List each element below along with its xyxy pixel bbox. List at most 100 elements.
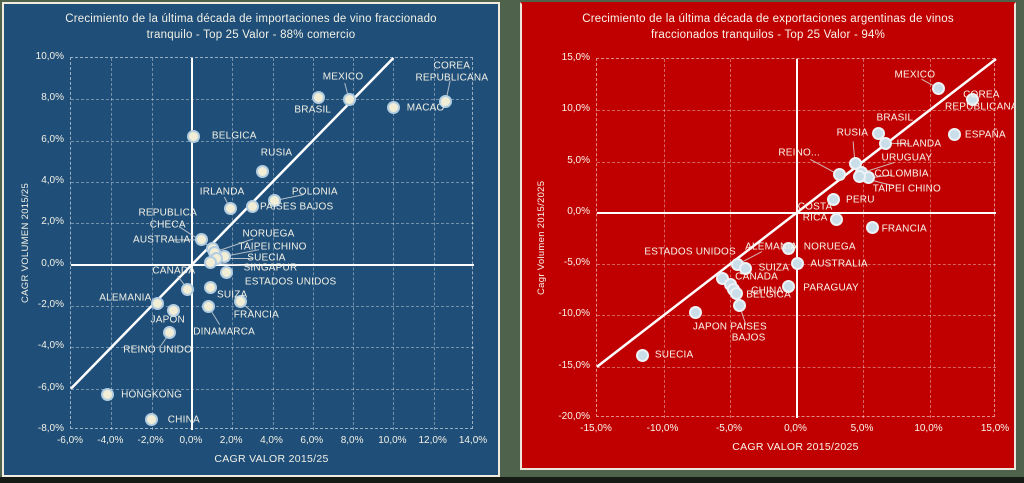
identity-diagonal-line [596,58,997,368]
x-axis-tick-label: 5,0% [850,423,874,434]
gridline-horizontal [71,140,474,142]
y-zero-axis-line [71,263,474,266]
y-axis-tick-label: -2,0% [37,299,64,310]
scatter-point-label: REINO UNIDO [123,344,193,356]
scatter-point [782,242,796,256]
gridline-vertical [663,59,665,418]
scatter-point-label: MACAO [406,101,445,113]
scatter-point-label: CHINA [751,285,784,297]
imports-x-axis-label: CAGR VALOR 2015/25 [214,453,329,465]
scatter-point [255,165,269,179]
scatter-point-label: NORUEGA [803,240,856,252]
imports-y-axis-label: CAGR VOLUMEN 2015/25 [20,182,31,304]
scatter-point-label: TAIPEI CHINO [872,183,942,195]
scatter-point [151,297,165,311]
scatter-point-label: PARAGUAY [803,281,859,293]
gridline-vertical [111,58,113,430]
gridline-vertical [929,59,931,418]
y-axis-tick-label: 6,0% [41,133,64,145]
scatter-point-label: MEXICO [322,70,364,82]
x-axis-tick-label: 10,0% [378,435,407,446]
scatter-point-label: CANADA [735,271,779,283]
scatter-point-label: AUSTRALIA [132,234,191,246]
scatter-point-label: TAIPEI CHINO [238,241,307,253]
scatter-point-label: COREA REPUBLICANA [415,60,489,84]
scatter-point [688,305,702,319]
scatter-point [832,168,846,182]
x-axis-tick-label: 15,0% [980,423,1010,434]
gridline-vertical [863,59,864,418]
x-axis-tick-label: -4,0% [97,435,124,446]
y-axis-tick-label: -5,0% [563,257,590,269]
scatter-point [865,220,879,234]
scatter-point-label: HONGKONG [121,389,183,401]
x-zero-axis-line [795,59,798,418]
gridline-vertical [232,58,234,430]
x-axis-tick-label: -10,0% [646,423,679,434]
scatter-point-label: COREA REPUBLICANA [944,89,1016,113]
scatter-point [791,256,805,270]
scatter-point [879,136,893,150]
exports-x-axis-label: CAGR VALOR 2015/2025 [732,441,859,453]
x-axis-tick-label: 0,0% [179,435,203,446]
scatter-point [223,202,237,216]
scatter-point-label: SUIZA [216,288,248,300]
scatter-point [203,280,217,294]
y-axis-tick-label: -4,0% [37,340,64,352]
scatter-point-label: JAPON [150,314,185,326]
scatter-point-label: REINO... [778,147,820,159]
x-axis-tick-label: -2,0% [137,435,164,446]
x-axis-tick-label: -5,0% [715,423,743,434]
scatter-point-label: BELGICA [211,129,257,141]
scatter-point-label: MEXICO [894,69,936,81]
exports-plot-area: MEXICO COREA REPUBLICANA ESPAÑA BRASIL IRLAN… [596,58,1014,418]
scatter-point-label: BRASIL [294,103,332,115]
scatter-point [932,82,946,96]
gridline-vertical [730,59,731,418]
exports-chart-title: Crecimiento de la última década de expor… [582,13,954,42]
x-axis-tick-label: 4,0% [260,435,283,446]
scatter-point [439,94,453,108]
scatter-point-label: COSTA RICA [797,201,833,224]
scatter-point-label: PERU [846,193,875,205]
scatter-point [233,295,247,309]
gridline-vertical [353,58,355,430]
scatter-point [203,256,217,270]
scatter-point [342,92,356,106]
gridline-vertical [312,58,314,430]
scatter-point [827,193,841,207]
scatter-point [948,128,962,142]
x-zero-axis-line [190,58,193,430]
scatter-point-label: DINAMARCA [193,326,256,338]
scatter-point-label: JAPON [692,320,728,332]
scatter-point-label: SUIZA [758,262,790,274]
scatter-point-label: NORUEGA [242,227,295,239]
scatter-point [829,212,843,226]
imports-plot-area: BELGICA BRASIL MEXICO MACAO COREA REPUBLICAN… [70,57,488,430]
gridline-horizontal [71,388,474,390]
scatter-point [145,413,159,427]
scatter-point-label: IRLANDA [199,186,245,198]
x-axis-tick-label: -6,0% [56,435,84,446]
x-axis-tick-label: 12,0% [418,435,447,446]
scatter-point-label: ALEMANIA [745,240,798,252]
scatter-point [201,299,215,313]
y-axis-tick-label: 0,0% [567,205,590,217]
scatter-point-label: RUSIA [836,127,869,139]
y-axis-tick-label: -10,0% [558,308,590,320]
gridline-vertical [433,58,435,430]
y-axis-tick-label: 10,0% [35,51,64,62]
scatter-point [187,130,201,144]
y-axis-tick-label: -8,0% [37,423,64,434]
scatter-point-label: BELGICA [746,289,791,301]
scatter-point-label: BRASIL [876,112,914,124]
scatter-point [195,233,209,247]
scatter-point [312,90,326,104]
scatter-point [245,200,259,214]
scatter-point [181,282,195,296]
scatter-point-label: PAISES BAJOS [259,201,334,213]
chart-lines-layer [596,58,997,368]
scatter-point [268,194,281,208]
exports-chart-panel: Crecimiento de la última década de expor… [520,2,1016,470]
